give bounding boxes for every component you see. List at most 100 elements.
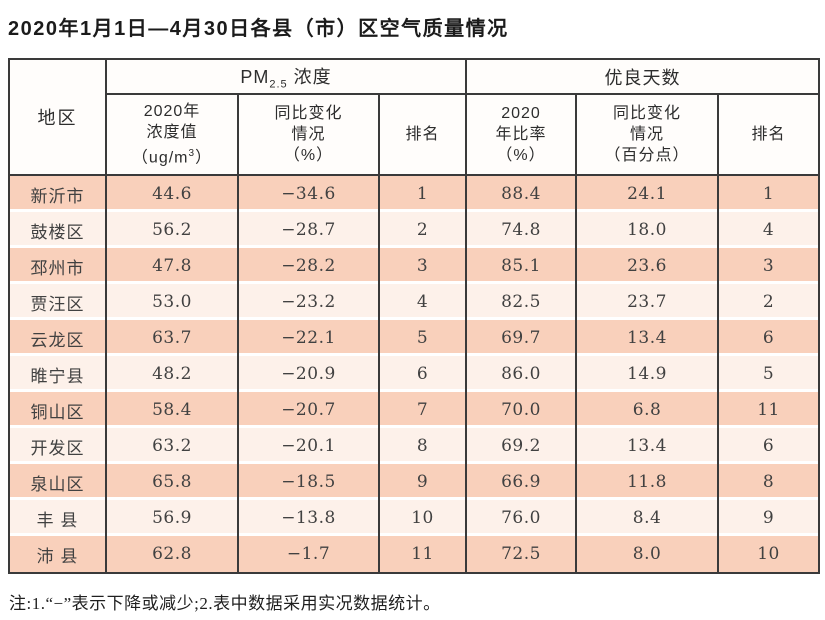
- pm-value-cell: 63.2: [106, 428, 239, 464]
- pm-value-unit-prefix: （ug/m: [131, 149, 189, 167]
- region-cell: 邳州市: [9, 248, 107, 284]
- region-cell: 贾汪区: [9, 284, 107, 320]
- page-title: 2020年1月1日—4月30日各县（市）区空气质量情况: [8, 18, 509, 40]
- good-ratio-cell: 88.4: [466, 175, 578, 212]
- good-ratio-header-line2: 年比率: [495, 126, 547, 143]
- good-rank-cell: 9: [718, 500, 820, 536]
- pm-value-header-line2: 浓度值: [146, 123, 198, 141]
- table-row: 丰 县 56.9 −13.8 10 76.0 8.4 9: [9, 500, 820, 536]
- region-cell: 铜山区: [9, 392, 107, 428]
- table-row: 铜山区 58.4 −20.7 7 70.0 6.8 11: [9, 392, 820, 428]
- region-cell: 云龙区: [9, 320, 107, 356]
- pm-rank-cell: 11: [379, 536, 468, 573]
- good-change-cell: 13.4: [576, 428, 720, 464]
- pm-rank-cell: 4: [379, 284, 468, 320]
- col-header-pm-value: 2020年 浓度值 （ug/m3）: [106, 94, 239, 176]
- pm-change-cell: −20.1: [238, 428, 380, 464]
- good-rank-cell: 5: [718, 356, 820, 392]
- pm-change-header-line2: 情况: [291, 126, 326, 143]
- pm-change-cell: −22.1: [238, 320, 380, 356]
- header-sub-row: 2020年 浓度值 （ug/m3） 同比变化 情况 （%） 排名 2020 年比…: [9, 94, 820, 176]
- good-ratio-cell: 69.2: [466, 428, 578, 464]
- table-row: 睢宁县 48.2 −20.9 6 86.0 14.9 5: [9, 356, 820, 392]
- good-change-header-line2: 情况: [630, 126, 665, 143]
- good-rank-cell: 6: [718, 428, 820, 464]
- pm-change-cell: −1.7: [238, 536, 380, 573]
- good-ratio-header-line1: 2020: [501, 105, 541, 122]
- region-cell: 丰 县: [9, 500, 107, 536]
- col-header-pm-change: 同比变化 情况 （%）: [238, 94, 380, 176]
- good-ratio-cell: 76.0: [466, 500, 578, 536]
- good-rank-cell: 8: [718, 464, 820, 500]
- good-ratio-cell: 72.5: [466, 536, 578, 573]
- region-cell: 开发区: [9, 428, 107, 464]
- good-rank-cell: 2: [718, 284, 820, 320]
- pm25-label-subscript: 2.5: [269, 78, 288, 91]
- pm-change-cell: −34.6: [238, 175, 380, 212]
- good-change-cell: 23.6: [576, 248, 720, 284]
- good-rank-cell: 1: [718, 175, 820, 212]
- col-header-region: 地区: [9, 59, 107, 176]
- col-header-good-change: 同比变化 情况 （百分点）: [576, 94, 720, 176]
- pm-rank-cell: 1: [379, 175, 468, 212]
- good-change-header-line3: （百分点）: [604, 147, 690, 164]
- good-change-cell: 8.4: [576, 500, 720, 536]
- pm-change-cell: −18.5: [238, 464, 380, 500]
- pm-rank-cell: 7: [379, 392, 468, 428]
- footnote: 注:1.“−”表示下降或减少;2.表中数据采用实况数据统计。: [9, 594, 441, 613]
- good-rank-cell: 6: [718, 320, 820, 356]
- pm-value-cell: 65.8: [106, 464, 239, 500]
- good-change-cell: 11.8: [576, 464, 720, 500]
- good-change-header-line1: 同比变化: [613, 105, 682, 122]
- pm-value-header-line1: 2020年: [143, 102, 201, 120]
- pm-change-header-line3: （%）: [283, 147, 334, 164]
- pm-change-cell: −20.9: [238, 356, 380, 392]
- pm25-label-prefix: PM: [240, 66, 270, 87]
- col-header-pm-rank: 排名: [379, 94, 468, 176]
- good-change-cell: 14.9: [576, 356, 720, 392]
- pm-value-unit-superscript: 3: [188, 147, 196, 159]
- pm-rank-cell: 9: [379, 464, 468, 500]
- pm-rank-cell: 6: [379, 356, 468, 392]
- table-row: 邳州市 47.8 −28.2 3 85.1 23.6 3: [9, 248, 820, 284]
- table-header: 地区 PM2.5 浓度 优良天数 2020年 浓度值 （ug/m3） 同比变化 …: [9, 59, 820, 176]
- good-rank-cell: 3: [718, 248, 820, 284]
- pm-value-cell: 56.9: [106, 500, 239, 536]
- pm-value-cell: 63.7: [106, 320, 239, 356]
- good-change-cell: 23.7: [576, 284, 720, 320]
- table-row: 开发区 63.2 −20.1 8 69.2 13.4 6: [9, 428, 820, 464]
- pm-rank-cell: 3: [379, 248, 468, 284]
- good-ratio-cell: 69.7: [466, 320, 578, 356]
- pm-rank-cell: 10: [379, 500, 468, 536]
- pm-value-cell: 47.8: [106, 248, 239, 284]
- region-cell: 鼓楼区: [9, 212, 107, 248]
- good-change-cell: 18.0: [576, 212, 720, 248]
- header-group-row: 地区 PM2.5 浓度 优良天数: [9, 59, 820, 176]
- good-change-cell: 13.4: [576, 320, 720, 356]
- good-change-cell: 24.1: [576, 175, 720, 212]
- pm-value-cell: 56.2: [106, 212, 239, 248]
- pm-change-header-line1: 同比变化: [274, 105, 343, 122]
- region-cell: 沛 县: [9, 536, 107, 573]
- pm-change-cell: −20.7: [238, 392, 380, 428]
- pm-rank-cell: 2: [379, 212, 468, 248]
- col-group-good-days: 优良天数: [466, 59, 820, 95]
- table-body: 新沂市 44.6 −34.6 1 88.4 24.1 1 鼓楼区 56.2 −2…: [9, 175, 820, 573]
- region-cell: 新沂市: [9, 175, 107, 212]
- table-row: 云龙区 63.7 −22.1 5 69.7 13.4 6: [9, 320, 820, 356]
- good-rank-cell: 4: [718, 212, 820, 248]
- pm-value-cell: 48.2: [106, 356, 239, 392]
- pm-value-unit-suffix: ）: [195, 149, 213, 167]
- good-ratio-cell: 66.9: [466, 464, 578, 500]
- col-header-good-rank: 排名: [718, 94, 820, 176]
- pm-rank-cell: 8: [379, 428, 468, 464]
- good-ratio-header-line3: （%）: [496, 147, 546, 164]
- pm-value-cell: 44.6: [106, 175, 239, 212]
- table-row: 鼓楼区 56.2 −28.7 2 74.8 18.0 4: [9, 212, 820, 248]
- pm-value-cell: 53.0: [106, 284, 239, 320]
- air-quality-table: 地区 PM2.5 浓度 优良天数 2020年 浓度值 （ug/m3） 同比变化 …: [8, 58, 821, 574]
- pm-value-cell: 62.8: [106, 536, 239, 573]
- pm-change-cell: −28.2: [238, 248, 380, 284]
- good-ratio-cell: 85.1: [466, 248, 578, 284]
